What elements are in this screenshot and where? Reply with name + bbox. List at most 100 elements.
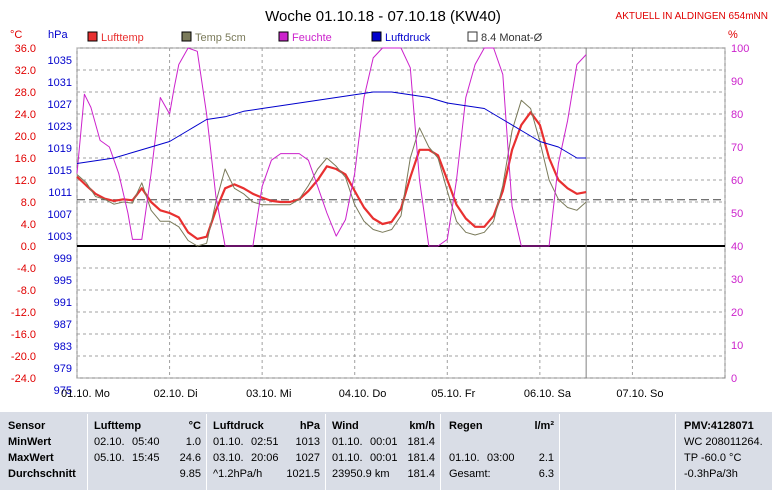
luftdruck-trend: ^1.2hPa/h [213,468,263,480]
legend: Lufttemp Temp 5cm Feuchte Luftdruck 8.4 Mona… [87,31,543,44]
lufttemp-unit: °C [188,420,201,432]
legend-swatch [467,31,478,42]
legend-label: Feuchte [292,32,332,44]
pressure-tick-label: 995 [54,275,72,287]
pmv-title: PMV:4128071 [684,420,754,432]
temp-tick-label: 36.0 [15,43,36,55]
max-row-label: MaxWert [8,452,54,464]
pressure-tick-label: 1035 [48,55,72,67]
pmv-trend: -0.3hPa/3h [684,468,738,480]
temp-tick-label: -4.0 [17,263,36,275]
pmv-column: PMV:4128071 WC 208011264. TP -60.0 °C -0… [676,412,772,490]
temp-tick-label: 4.0 [21,219,36,231]
temp-tick-label: 8.0 [21,197,36,209]
pressure-tick-label: 1015 [48,165,72,177]
x-tick-label: 02.10. Di [154,388,198,400]
humidity-tick-label: 70 [731,142,743,154]
series-line-lufttemp [76,111,587,240]
wind-min-value: 181.4 [407,436,435,448]
x-tick-label: 06.10. Sa [524,388,572,400]
pressure-tick-label: 1011 [48,187,72,199]
legend-label: Luftdruck [385,32,431,44]
luftdruck-max-date: 03.10. [213,452,244,464]
humidity-tick-label: 90 [731,76,743,88]
x-tick-label: 01.10. Mo [61,388,110,400]
pmv-wc: WC 208011264. [684,436,763,448]
pressure-tick-label: 1031 [48,77,72,89]
min-row-label: MinWert [8,436,52,448]
pressure-tick-label: 975 [54,385,72,397]
x-tick-label: 05.10. Fr [431,388,475,400]
pressure-tick-label: 1019 [48,143,72,155]
temp-tick-label: -24.0 [11,373,36,385]
lufttemp-min-date: 02.10. [94,436,125,448]
luftdruck-min-date: 01.10. [213,436,244,448]
temp-tick-label: 0.0 [21,241,36,253]
series-line-luftdruck [76,91,587,164]
wind-max-value: 181.4 [407,452,435,464]
humidity-tick-label: 10 [731,340,743,352]
pressure-tick-label: 979 [54,363,72,375]
humidity-unit-label: % [728,29,738,41]
humidity-tick-label: 20 [731,307,743,319]
pressure-tick-label: 1027 [48,99,72,111]
wind-distance: 23950.9 km [332,468,390,480]
regen-unit: l/m² [534,420,554,432]
x-tick-label: 03.10. Mi [246,388,291,400]
lufttemp-title: Lufttemp [94,420,142,432]
weather-chart: Woche 01.10.18 - 07.10.18 (KW40) AKTUELL… [10,8,768,400]
legend-label: Temp 5cm [195,32,246,44]
temp-tick-label: 16.0 [15,153,36,165]
luftdruck-min-value: 1013 [295,436,320,448]
regen-column: Regen l/m² 01.10. 03:00 2.1 Gesamt: 6.3 [441,412,558,490]
lufttemp-max-date: 05.10. [94,452,125,464]
pressure-tick-label: 987 [54,319,72,331]
pressure-tick-label: 983 [54,341,72,353]
pressure-unit-label: hPa [48,29,68,41]
humidity-tick-label: 40 [731,241,743,253]
lufttemp-avg-value: 9.85 [179,468,201,480]
chart-subtitle: AKTUELL IN ALDINGEN 654mNN [616,11,768,22]
stats-panel: Sensor MinWert MaxWert Durchschnitt Luft… [0,412,772,490]
temp-tick-label: 24.0 [15,109,36,121]
regen-max-time: 03:00 [487,452,515,464]
series-line-feuchte [76,47,587,247]
temp-tick-label: 28.0 [15,87,36,99]
pressure-tick-label: 1007 [48,209,72,221]
sensor-column: Sensor MinWert MaxWert Durchschnitt [0,412,86,490]
lufttemp-max-time: 15:45 [132,452,160,464]
pressure-tick-label: 1023 [48,121,72,133]
humidity-tick-label: 80 [731,109,743,121]
lufttemp-min-value: 1.0 [185,436,201,448]
wind-min-date: 01.10. [332,436,363,448]
temp-tick-label: -12.0 [11,307,36,319]
lufttemp-min-time: 05:40 [132,436,160,448]
lufttemp-column: Lufttemp °C 02.10. 05:40 1.0 05.10. 15:45 24.… [88,412,205,490]
regen-total-label: Gesamt: [449,468,491,480]
luftdruck-avg-value: 1021.5 [286,468,320,480]
temp-tick-label: 20.0 [15,131,36,143]
luftdruck-column: Luftdruck hPa 01.10. 02:51 1013 03.10. 20:06… [207,412,324,490]
regen-total-value: 6.3 [538,468,554,480]
temp-tick-label: -16.0 [11,329,36,341]
humidity-tick-label: 60 [731,175,743,187]
lufttemp-max-value: 24.6 [179,452,201,464]
legend-swatch [181,31,192,42]
wind-column: Wind km/h 01.10. 00:01 181.4 01.10. 00:01 181… [326,412,439,490]
legend-swatch [278,31,289,42]
pressure-tick-label: 999 [54,253,72,265]
temp-tick-label: -20.0 [11,351,36,363]
series-line-temp-5cm [76,99,587,247]
wind-avg-value: 181.4 [407,468,435,480]
temp-tick-label: 32.0 [15,65,36,77]
regen-max-date: 01.10. [449,452,480,464]
regen-max-value: 2.1 [538,452,554,464]
wind-min-time: 00:01 [370,436,398,448]
humidity-tick-label: 100 [731,43,749,55]
x-tick-label: 07.10. So [616,388,663,400]
humidity-tick-label: 50 [731,208,743,220]
wind-max-time: 00:01 [370,452,398,464]
plot-area: 36.0 32.0 28.0 24.0 20.0 16.0 12.0 8.0 4.0 0.0 -4.… [11,43,749,400]
pressure-tick-label: 991 [54,297,72,309]
wind-title: Wind [332,420,359,432]
